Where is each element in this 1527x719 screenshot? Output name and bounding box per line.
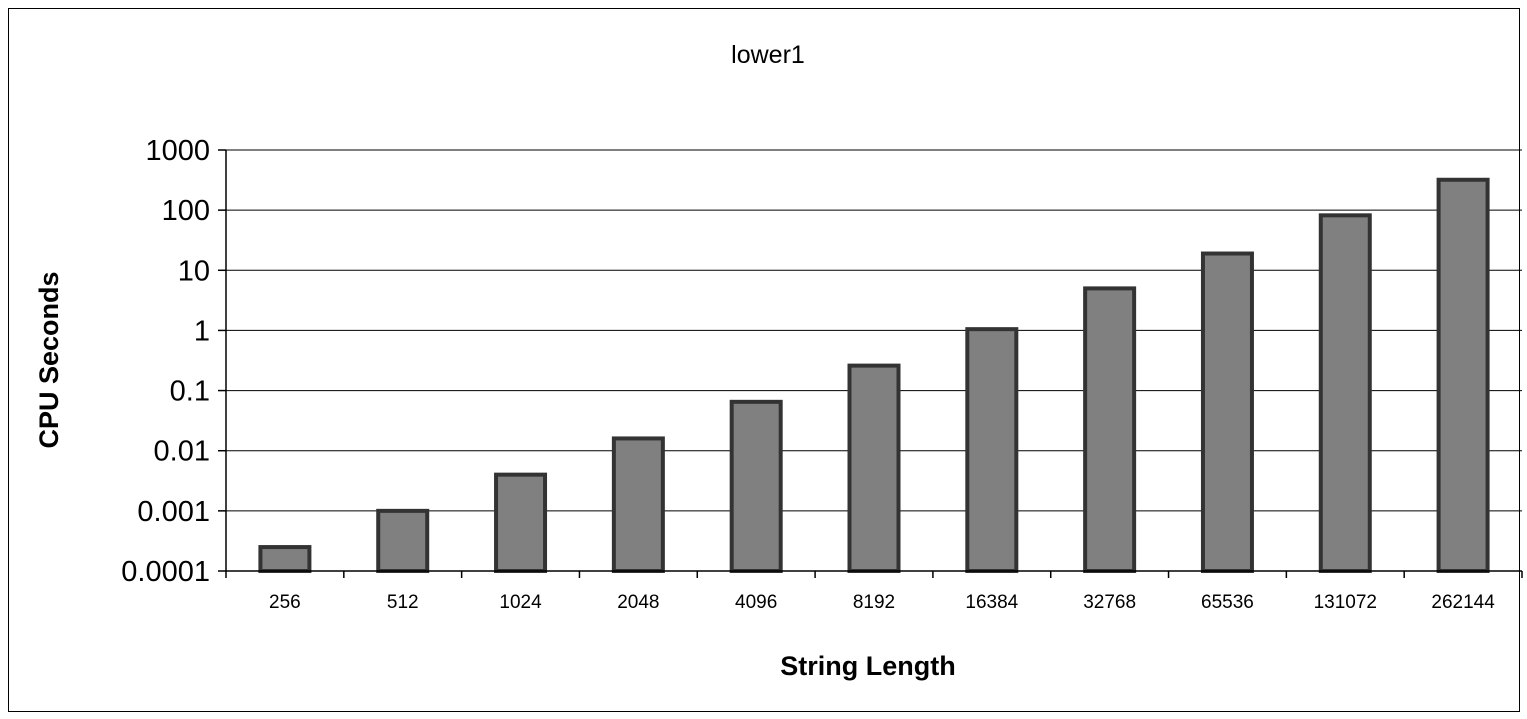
x-tick-label: 1024 (499, 592, 542, 613)
x-axis-title: String Length (780, 651, 955, 681)
bar-32768 (1083, 286, 1137, 573)
y-tick-label: 0.001 (137, 496, 210, 528)
x-tick-label: 512 (387, 592, 419, 613)
bar-16384 (965, 327, 1019, 573)
x-tick-label: 256 (269, 592, 301, 613)
y-tick-label: 10 (178, 255, 210, 287)
bar-4096 (729, 399, 783, 574)
chart-frame (8, 8, 1520, 712)
y-tick-label: 0.0001 (121, 556, 210, 588)
x-tick-label: 32768 (1083, 592, 1136, 613)
bar-1024 (494, 472, 548, 573)
x-tick-label: 262144 (1431, 592, 1495, 613)
x-tick-label: 2048 (617, 592, 659, 613)
y-tick-label: 0.1 (170, 376, 210, 408)
x-tick-label: 16384 (965, 592, 1018, 613)
bars (258, 177, 1490, 574)
bar-65536 (1200, 251, 1254, 573)
bar-512 (376, 508, 430, 574)
chart-title: lower1 (731, 41, 805, 69)
bar-131072 (1318, 213, 1372, 574)
bar-262144 (1436, 177, 1490, 573)
bar-2048 (611, 436, 665, 573)
x-tick-label: 4096 (735, 592, 777, 613)
x-tick-label: 65536 (1201, 592, 1254, 613)
y-tick-label: 1 (194, 315, 210, 347)
bar-8192 (847, 363, 901, 573)
y-tick-labels: 1000 100 10 1 0.1 0.01 0.001 0.0001 (121, 135, 210, 588)
y-tick-label: 1000 (145, 135, 210, 167)
y-axis-title: CPU Seconds (34, 271, 64, 448)
y-tick-label: 100 (162, 195, 210, 227)
x-tick-labels: 256 512 1024 2048 4096 8192 16384 32768 65536 131… (269, 592, 1495, 613)
x-tick-label: 131072 (1314, 592, 1377, 613)
axes (218, 149, 1523, 578)
bar-256 (258, 545, 312, 574)
y-tick-label: 0.01 (154, 436, 210, 468)
x-tick-label: 8192 (853, 592, 895, 613)
